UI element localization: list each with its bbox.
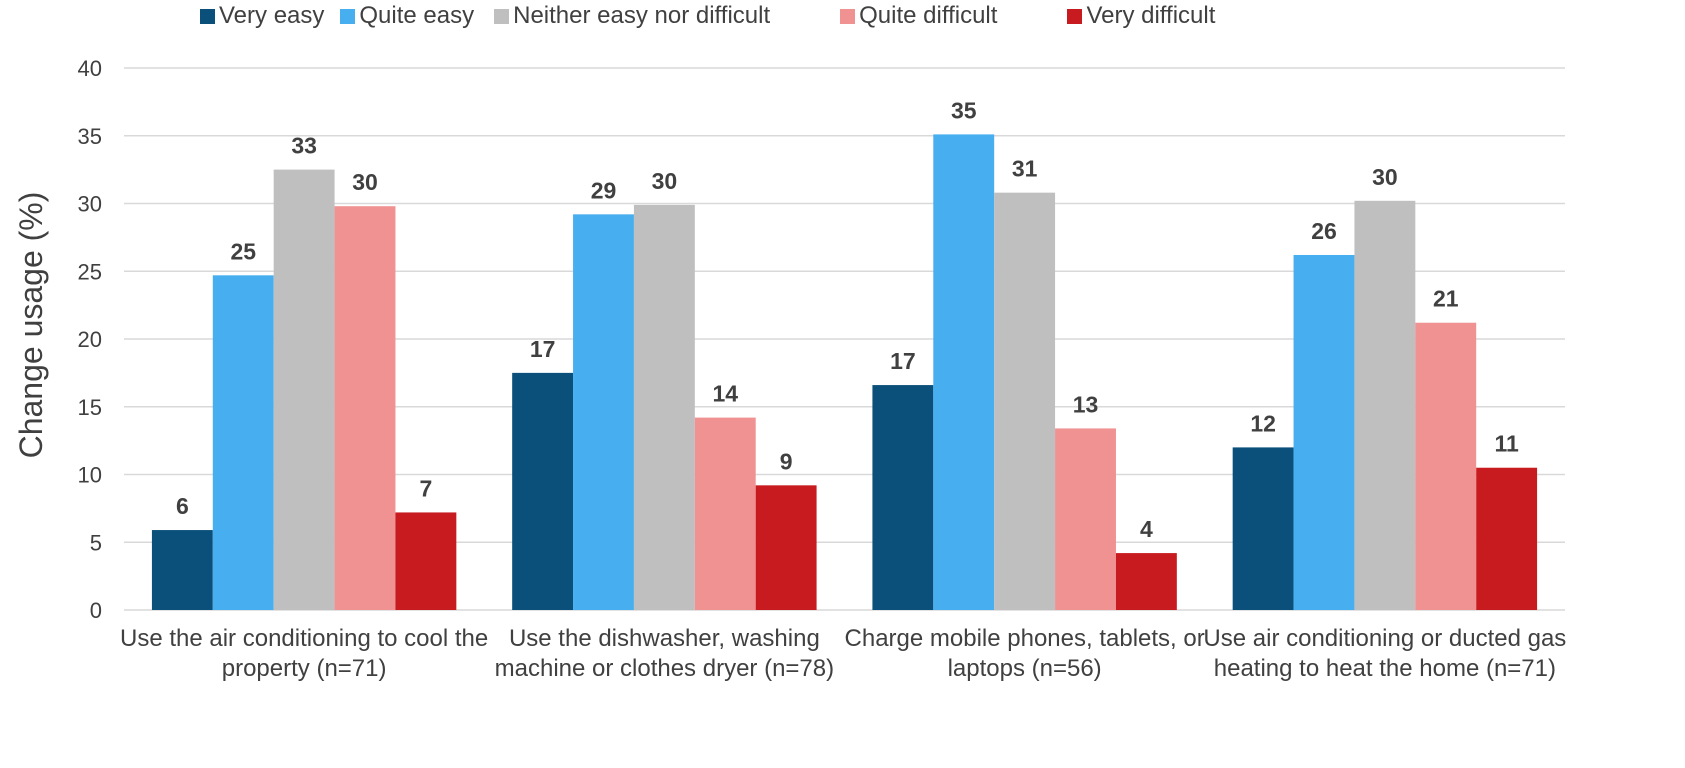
legend-label: Very difficult [1086, 2, 1216, 29]
y-tick-label: 0 [90, 598, 102, 623]
legend-swatch [840, 8, 856, 24]
legend-label: Neither easy nor difficult [513, 2, 771, 29]
data-label: 29 [591, 177, 617, 203]
data-label: 17 [890, 348, 916, 374]
data-label: 4 [1140, 516, 1153, 542]
legend-item: Very difficult [1067, 2, 1215, 30]
bar [1415, 322, 1477, 610]
bar [573, 214, 634, 610]
data-label: 7 [419, 475, 432, 501]
legend-item: Neither easy nor difficult [494, 2, 770, 30]
bar [694, 417, 756, 610]
y-tick-label: 10 [78, 463, 102, 488]
bar [1055, 428, 1116, 610]
y-tick-label: 30 [78, 192, 102, 217]
legend-swatch [200, 8, 215, 24]
data-label: 11 [1494, 431, 1519, 457]
data-label: 30 [352, 169, 378, 195]
legend-item: Quite difficult [840, 2, 997, 30]
bar [512, 372, 574, 610]
data-label: 6 [176, 493, 189, 519]
bar [633, 204, 695, 611]
y-tick-label: 40 [78, 56, 102, 81]
bar [994, 192, 1056, 610]
legend-item: Very easy [200, 2, 324, 30]
data-label: 21 [1433, 286, 1459, 312]
legend: Very easy Quite easy Neither easy nor diff… [200, 2, 1215, 30]
data-label: 33 [291, 133, 317, 159]
x-tick-label: Use the dishwasher, washing machine or c… [494, 625, 835, 682]
bar [212, 275, 274, 610]
x-tick-label: Charge mobile phones, tablets, or laptop… [844, 625, 1205, 682]
bar [1115, 553, 1177, 610]
bar [1354, 200, 1416, 611]
legend-label: Quite easy [359, 2, 475, 29]
legend-swatch [1067, 8, 1083, 24]
bar [334, 206, 396, 610]
bar [933, 134, 995, 610]
y-tick-label: 20 [78, 327, 102, 352]
legend-swatch [494, 8, 510, 24]
data-label: 17 [530, 336, 556, 362]
bar [1232, 447, 1294, 610]
data-label: 30 [652, 168, 678, 194]
data-label: 13 [1073, 391, 1099, 417]
x-tick-label: Use the air conditioning to cool the pro… [120, 625, 489, 682]
bar [273, 169, 335, 610]
data-label: 35 [951, 97, 977, 123]
x-tick-label: Use air conditioning or ducted gas heati… [1203, 625, 1567, 682]
y-axis-label: Change usage (%) [13, 192, 49, 459]
bar [1293, 254, 1355, 611]
y-tick-label: 15 [78, 395, 102, 420]
legend-label: Quite difficult [859, 2, 998, 29]
data-label: 31 [1012, 156, 1038, 182]
data-label: 9 [780, 448, 793, 474]
data-label: 12 [1250, 410, 1276, 436]
bar [395, 512, 457, 610]
legend-item: Quite easy [340, 2, 474, 30]
bar [151, 530, 213, 610]
data-label: 14 [712, 381, 738, 407]
data-label: 30 [1372, 164, 1398, 190]
data-label: 26 [1311, 218, 1337, 244]
bar [755, 485, 817, 610]
legend-swatch [340, 8, 356, 24]
y-tick-label: 35 [78, 124, 102, 149]
y-tick-label: 25 [78, 259, 102, 284]
bar [872, 385, 934, 610]
data-label: 25 [230, 238, 256, 264]
legend-label: Very easy [219, 2, 325, 29]
y-tick-label: 5 [90, 530, 102, 555]
bar [1476, 467, 1538, 610]
